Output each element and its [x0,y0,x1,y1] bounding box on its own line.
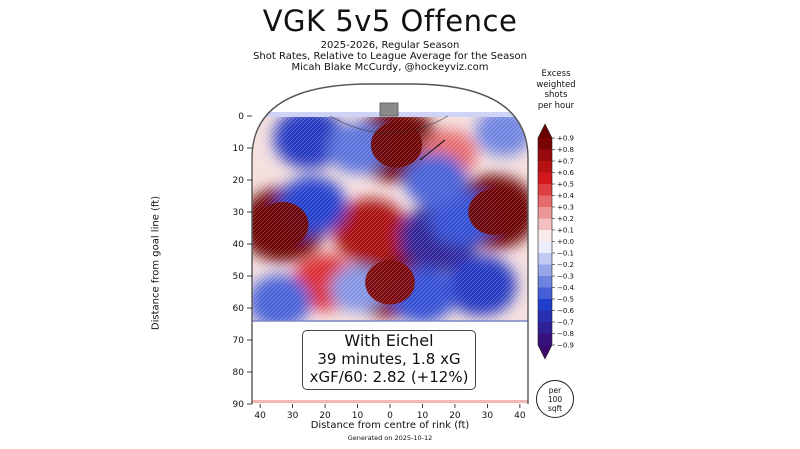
subtitle-season: 2025-2026, Regular Season [320,40,460,51]
colorbar-tick-label: −0.9 [557,342,574,350]
colorbar-segment [538,322,552,334]
colorbar-segment [538,333,552,346]
x-tick-label: 20 [319,411,331,421]
x-tick-label: 40 [254,411,266,421]
y-axis-label: Distance from goal line (ft) [150,195,162,331]
colorbar-tick-label: +0.4 [557,192,575,200]
x-tick-label: 10 [352,411,364,421]
colorbar-tick-label: −0.3 [557,273,574,281]
colorbar-segment [538,195,552,208]
subtitle-description: Shot Rates, Relative to League Average f… [253,51,527,62]
colorbar-segment [538,230,552,242]
x-tick-label: 10 [417,411,429,421]
colorbar-segment [538,241,552,254]
colorbar-segment [538,161,552,173]
y-tick-label: 30 [233,208,245,218]
colorbar-segment [538,276,552,288]
y-tick-label: 90 [233,400,245,410]
center-red-line [252,400,528,403]
colorbar-tick-label: +0.6 [557,169,575,177]
colorbar-tick-label: −0.2 [557,261,574,269]
rink-boards [251,83,529,404]
subtitle-author: Micah Blake McCurdy, @hockeyviz.com [291,62,489,73]
x-axis-label: Distance from centre of rink (ft) [310,420,470,431]
colorbar-segment [538,149,552,162]
y-tick-label: 50 [233,272,245,282]
colorbar-tick-label: +0.2 [557,215,574,223]
colorbar: +0.9 +0.8 +0.7 +0.6 +0.5 +0.4 +0.3 +0.2 +0.1 +0.0… [537,123,575,360]
colorbar-tick-label: −0.5 [557,296,574,304]
y-tick-label: 40 [233,240,245,250]
colorbar-bottom-arrow [538,345,552,359]
colorbar-tick-label: −0.6 [557,307,575,315]
faceoff-arc [329,115,449,134]
player-annotation-box: With Eichel 39 minutes, 1.8 xG xGF/60: 2… [302,330,476,390]
generated-date: Generated on 2025-10-12 [347,434,433,442]
colorbar-tick-label: +0.8 [557,146,574,154]
colorbar-segment [538,287,552,300]
colorbar-tick-label: +0.3 [557,204,574,212]
colorbar-segment [538,253,552,265]
goal-net [379,102,399,117]
x-tick-label: 40 [514,411,526,421]
per-area-badge: per 100 sqft [536,380,574,418]
y-tick-label: 80 [233,368,245,378]
x-axis: 40 30 20 10 0 10 20 30 40 [254,404,526,421]
y-tick-label: 60 [233,304,245,314]
colorbar-tick-label: −0.4 [557,284,575,292]
colorbar-tick-label: +0.1 [557,227,574,235]
annotation-player: With Eichel [344,331,434,350]
colorbar-segment [538,207,552,219]
colorbar-segment [538,218,552,231]
y-tick-label: 10 [233,144,245,154]
annotation-xgf: xGF/60: 2.82 (+12%) [309,368,469,386]
chart-title: VGK 5v5 Offence [262,4,518,38]
colorbar-segment [538,299,552,311]
colorbar-tick-label: +0.9 [557,135,574,143]
colorbar-title: Excess weighted shots per hour [536,69,576,111]
x-tick-label: 30 [287,411,299,421]
annotation-minutes: 39 minutes, 1.8 xG [317,350,461,368]
y-tick-label: 0 [238,112,244,122]
x-tick-label: 30 [482,411,494,421]
y-tick-label: 70 [233,336,245,346]
colorbar-tick-label: −0.8 [557,330,574,338]
faceoff-hash [419,139,446,161]
y-axis: 0 10 20 30 40 50 60 70 80 90 [233,112,252,410]
colorbar-tick-label: −0.1 [557,250,574,258]
colorbar-segment [538,138,552,150]
colorbar-segment [538,184,552,196]
x-tick-label: 0 [387,411,393,421]
colorbar-segment [538,264,552,277]
colorbar-top-arrow [538,124,552,138]
colorbar-tick-label: +0.5 [557,181,574,189]
x-tick-label: 20 [449,411,461,421]
colorbar-tick-label: +0.7 [557,158,574,166]
colorbar-segment [538,172,552,185]
colorbar-segment [538,310,552,323]
colorbar-tick-label: +0.0 [557,238,574,246]
y-tick-label: 20 [233,176,245,186]
colorbar-tick-label: −0.7 [557,319,574,327]
